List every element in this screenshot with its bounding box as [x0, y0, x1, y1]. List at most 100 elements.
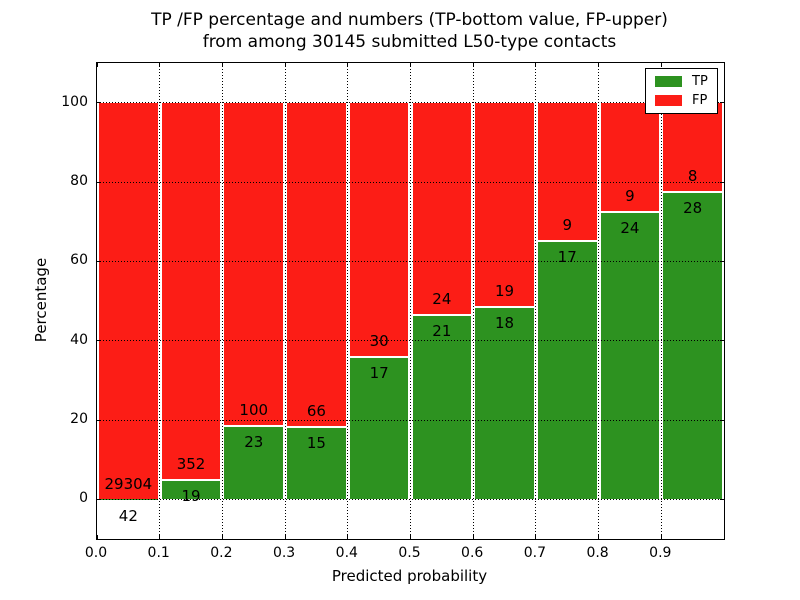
y-tick-label: 100 [61, 93, 88, 110]
fp-bar-segment [475, 102, 534, 309]
chart-title-line-1: TP /FP percentage and numbers (TP-bottom… [151, 10, 668, 30]
y-tick-label: 0 [79, 490, 88, 507]
tp-count-label: 42 [118, 506, 138, 525]
tp-count-label: 15 [306, 433, 326, 452]
x-tick-top [598, 63, 600, 67]
x-tick-bottom [284, 535, 286, 539]
legend-item-fp: FP [655, 94, 708, 107]
legend: TP FP [645, 68, 718, 114]
y-tick-label: 80 [70, 173, 88, 189]
fp-count-label: 352 [176, 455, 206, 474]
x-tick-bottom [159, 535, 161, 539]
chart-title: TP /FP percentage and numbers (TP-bottom… [96, 9, 723, 53]
x-tick-top [660, 63, 662, 67]
chart-title-line-2: from among 30145 submitted L50-type cont… [202, 32, 617, 52]
fp-bar-segment [600, 102, 660, 213]
x-tick-top [472, 63, 474, 67]
x-tick-label: 0.1 [147, 545, 170, 561]
fp-count-label: 66 [306, 401, 326, 420]
y-tick-right [720, 498, 724, 500]
x-tick-bottom [535, 535, 537, 539]
fp-count-label: 19 [494, 282, 515, 301]
y-tick-right [720, 102, 724, 104]
x-tick-label: 0.2 [210, 545, 233, 561]
plot-area: TP FP 29304 42 352 19 100 23 66 15 30 17 24 21 19 18 9… [96, 62, 725, 540]
tp-count-label: 18 [494, 314, 515, 333]
x-tick-label: 0.9 [649, 545, 672, 561]
x-tick-bottom [660, 535, 662, 539]
fp-bar-segment [349, 102, 409, 358]
x-tick-top [410, 63, 411, 67]
y-tick-label: 20 [70, 411, 88, 427]
vertical-gridline [660, 63, 662, 539]
fp-bar-segment [412, 102, 472, 317]
fp-bar-segment [663, 102, 722, 193]
x-tick-bottom [472, 535, 474, 539]
tp-count-label: 17 [557, 248, 577, 267]
tp-bar-segment [224, 425, 284, 500]
fp-legend-swatch [655, 95, 682, 106]
x-tick-top [96, 63, 98, 67]
tp-count-label: 24 [620, 218, 640, 237]
tp-bar-segment [161, 479, 221, 500]
fp-bar-segment [224, 102, 284, 428]
fp-legend-label: FP [692, 93, 708, 108]
x-tick-label: 0.6 [461, 545, 484, 561]
vertical-gridline [535, 63, 537, 539]
y-tick-right [720, 340, 724, 342]
tp-bar-segment [537, 239, 597, 500]
tp-legend-swatch [655, 76, 682, 87]
x-tick-top [284, 63, 286, 67]
fp-count-label: 100 [239, 401, 269, 420]
legend-item-tp: TP [655, 75, 708, 88]
x-tick-top [159, 63, 161, 67]
vertical-gridline [347, 63, 349, 539]
vertical-gridline [159, 63, 161, 539]
y-tick-label: 60 [70, 252, 88, 269]
y-tick-left [97, 102, 101, 104]
x-tick-bottom [221, 535, 223, 539]
tp-count-label: 23 [244, 433, 264, 452]
fp-bar-segment [161, 102, 221, 481]
fp-count-label: 29304 [104, 474, 153, 493]
x-tick-label: 0.5 [398, 545, 421, 561]
x-tick-bottom [96, 535, 98, 539]
x-tick-label: 0.4 [335, 545, 358, 561]
tp-bar-segment [287, 425, 346, 500]
x-tick-label: 0.7 [523, 545, 547, 561]
x-tick-bottom [598, 535, 600, 539]
fp-bar-segment [287, 102, 346, 428]
fp-count-label: 30 [369, 331, 389, 350]
x-tick-label: 0.3 [272, 545, 296, 561]
vertical-gridline [410, 63, 411, 539]
fp-bar-segment [537, 102, 597, 242]
y-tick-left [97, 260, 101, 262]
tp-count-label: 21 [432, 322, 452, 341]
fp-bar-segment [99, 102, 158, 499]
tp-bar-segment [600, 210, 660, 500]
y-tick-left [97, 181, 101, 183]
y-tick-right [720, 181, 724, 183]
x-tick-label: 0.8 [586, 545, 609, 561]
x-tick-bottom [347, 535, 349, 539]
y-tick-right [720, 419, 724, 421]
y-tick-label: 40 [70, 331, 88, 348]
vertical-gridline [221, 63, 223, 539]
tp-count-label: 17 [369, 363, 389, 382]
x-tick-top [535, 63, 537, 67]
vertical-gridline [472, 63, 474, 539]
tp-legend-label: TP [692, 74, 708, 89]
y-tick-left [97, 498, 101, 500]
tp-count-label: 28 [683, 198, 703, 217]
tp-bar-segment [663, 190, 722, 500]
tp-bar-segment [349, 355, 409, 500]
y-tick-left [97, 419, 101, 421]
fp-count-label: 8 [687, 166, 698, 185]
x-tick-top [221, 63, 223, 67]
tp-bar-segment [412, 314, 472, 500]
x-tick-label: 0.0 [84, 545, 108, 561]
tp-count-label: 19 [181, 487, 201, 506]
vertical-gridline [598, 63, 600, 539]
x-tick-top [347, 63, 349, 67]
